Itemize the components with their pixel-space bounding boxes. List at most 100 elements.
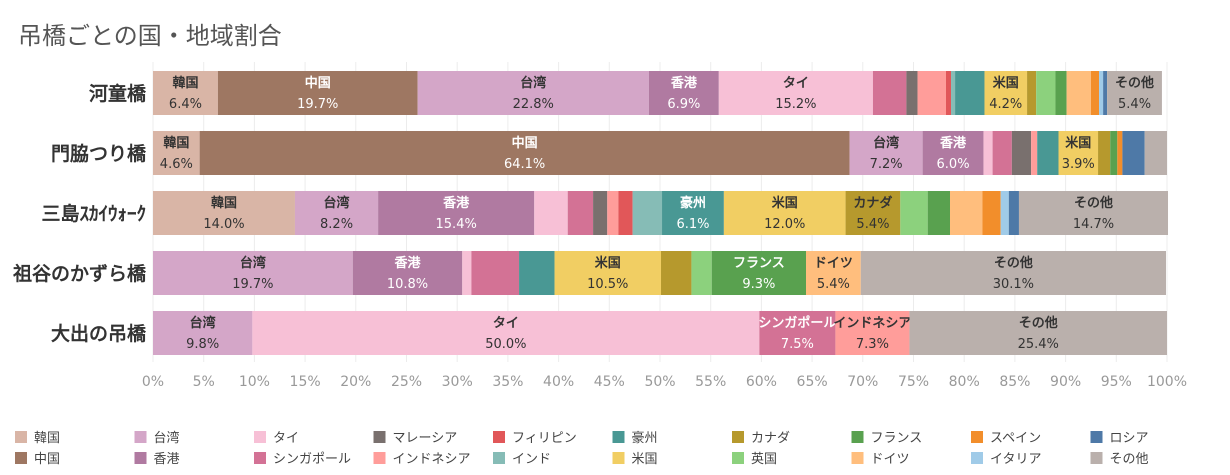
x-tick-label: 30% [442, 374, 473, 390]
x-tick-label: 65% [797, 374, 828, 390]
bar-segment-rect [1058, 131, 1099, 175]
bar-segment [1144, 131, 1167, 175]
bar-segment-rect [723, 191, 846, 235]
bar-segment: その他 14.7% [1018, 191, 1169, 235]
bar-segment-rect [872, 71, 907, 115]
bar-segment [1036, 71, 1056, 115]
segment-value-label: 5.4% [1118, 97, 1151, 112]
bar-segment [900, 191, 928, 235]
legend-swatch [732, 452, 744, 464]
segment-category-label: その他 [1115, 75, 1154, 91]
bar-segment [906, 71, 918, 115]
segment-category-label: シンガポール [758, 315, 836, 331]
bar-segment-rect [153, 191, 295, 235]
bar-segment: 中国 19.7% [217, 71, 418, 115]
bar-segment-rect [1122, 131, 1145, 175]
bar-segment-rect [1110, 131, 1118, 175]
bar-segment-rect [471, 251, 520, 295]
bar-segment-rect [1144, 131, 1167, 175]
segment-value-label: 10.8% [387, 277, 428, 292]
x-tick-label: 70% [847, 374, 878, 390]
segment-category-label: 台湾 [240, 255, 266, 271]
bar-segment: 米国 10.5% [554, 251, 662, 295]
bar-segment [1008, 191, 1019, 235]
legend-item: ロシア [1090, 431, 1149, 446]
bar-segment: 香港 15.4% [378, 191, 535, 235]
legend-item: 台湾 [134, 430, 180, 446]
segment-value-label: 14.0% [203, 217, 244, 232]
bar-segment: タイ 15.2% [718, 71, 873, 115]
legend-label: 香港 [154, 452, 180, 467]
bar-segment-rect [1107, 71, 1162, 115]
bar-segment-rect [1036, 71, 1056, 115]
bar-segment-rect [462, 251, 472, 295]
segment-category-label: フランス [733, 256, 785, 271]
segment-value-label: 15.2% [775, 97, 816, 112]
bar-segment-rect [1000, 191, 1009, 235]
bar-segment-rect [618, 191, 633, 235]
bar-segment [1090, 71, 1100, 115]
legend-item: カナダ [732, 431, 790, 446]
bar-segment [1098, 131, 1111, 175]
legend-swatch [612, 431, 625, 443]
bar-segment: カナダ 5.4% [845, 191, 901, 235]
bar-segment [955, 71, 985, 115]
bar-segment-rect [860, 251, 1166, 295]
bar-segment-rect [294, 191, 379, 235]
bar-segment [1103, 71, 1108, 115]
bar-segment-rect [691, 251, 712, 295]
bar-segment-rect [519, 251, 555, 295]
bar-segment [1122, 131, 1145, 175]
bar-segment-rect [153, 131, 200, 175]
legend-item: マレーシア [373, 431, 457, 446]
bar-segment: その他 5.4% [1107, 71, 1162, 115]
bar-segment [632, 191, 663, 235]
x-tick-label: 60% [746, 374, 777, 390]
legend-swatch [254, 431, 266, 443]
legend-label: インド [512, 452, 551, 467]
segment-category-label: 台湾 [520, 75, 546, 91]
bar-segment-rect [945, 71, 952, 115]
segment-category-label: 豪州 [680, 195, 706, 211]
x-tick-label: 20% [340, 374, 371, 390]
segment-category-label: 米国 [993, 75, 1019, 91]
segment-category-label: 中国 [305, 75, 331, 91]
legend-label: 米国 [632, 452, 658, 467]
bar-segment-rect [711, 251, 807, 295]
x-tick-label: 25% [391, 374, 422, 390]
bar-segment: 台湾 8.2% [294, 191, 379, 235]
segment-value-label: 19.7% [297, 97, 338, 112]
segment-category-label: 中国 [512, 135, 538, 151]
segment-category-label: 韓国 [172, 75, 198, 91]
segment-value-label: 7.2% [870, 157, 903, 172]
bar-segment [607, 191, 619, 235]
row-label: 祖谷のかずら橋 [12, 262, 147, 285]
segment-value-label: 12.0% [764, 217, 805, 232]
row-label: 門脇つり橋 [51, 142, 147, 165]
bar-segment-rect [835, 311, 910, 355]
segment-value-label: 14.7% [1073, 217, 1114, 232]
bar-segment-rect [662, 191, 724, 235]
bar-segment [992, 131, 1012, 175]
segment-value-label: 4.2% [989, 97, 1022, 112]
legend-swatch [373, 452, 386, 464]
legend-label: ドイツ [871, 452, 910, 467]
legend-label: 中国 [34, 452, 60, 467]
bar-segment: 米国 12.0% [723, 191, 846, 235]
x-tick-label: 95% [1101, 374, 1132, 390]
segment-value-label: 3.9% [1062, 157, 1095, 172]
bar-segment-rect [718, 71, 873, 115]
segment-category-label: 香港 [442, 195, 470, 211]
bar-segment [534, 191, 568, 235]
legend-item: 中国 [15, 452, 60, 467]
chart-title: 吊橋ごとの国・地域割合 [18, 22, 282, 50]
bar-segment-rect [906, 71, 918, 115]
bar-segment-rect [1098, 131, 1111, 175]
segment-value-label: 5.4% [817, 277, 850, 292]
segment-category-label: 台湾 [190, 315, 216, 331]
bar-segment [661, 251, 692, 295]
bar-segment-rect [153, 71, 218, 115]
bar-segment-rect [648, 71, 719, 115]
legend-item: インド [493, 452, 551, 467]
legend-label: 英国 [751, 452, 777, 467]
